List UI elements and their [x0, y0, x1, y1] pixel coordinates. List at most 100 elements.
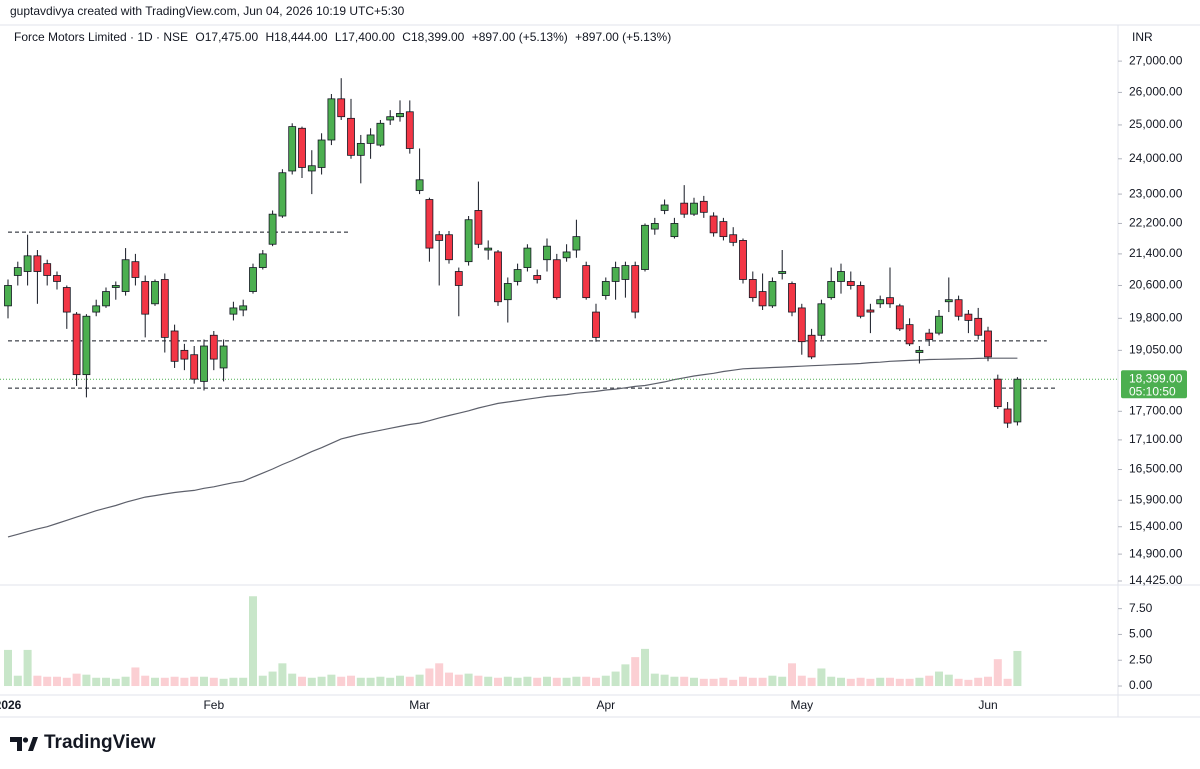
- candle-body: [258, 253, 267, 268]
- volume-bar: [327, 674, 336, 687]
- brand-logo: [10, 737, 38, 751]
- y-tick-label: 16,500.00: [1129, 462, 1183, 476]
- volume-bar: [905, 678, 914, 687]
- candle-body: [13, 267, 22, 276]
- volume-bar: [23, 649, 32, 687]
- ohlc-value: 18,399.00: [410, 30, 465, 44]
- candle-body: [170, 330, 179, 362]
- volume-bar: [53, 676, 61, 687]
- symbol-title: Force Motors Limited · 1D · NSE: [14, 30, 189, 44]
- volume-bar: [670, 676, 679, 687]
- candle-body: [993, 378, 1002, 408]
- brand[interactable]: TradingView: [44, 732, 156, 753]
- volume-bar: [347, 675, 355, 687]
- candle-body: [846, 281, 855, 286]
- volume-bar: [102, 677, 110, 687]
- candle-body: [905, 324, 914, 345]
- volume-bar: [513, 677, 522, 687]
- y-tick-label: 26,000.00: [1129, 85, 1183, 99]
- legend: Force Motors Limited · 1D · NSE O17,475.…: [14, 30, 675, 44]
- volume-bar: [895, 678, 904, 687]
- candle-body: [621, 265, 630, 280]
- volume-bar: [572, 676, 581, 687]
- volume-bar: [72, 673, 81, 687]
- volume-bar: [533, 677, 542, 687]
- volume-bar: [151, 677, 159, 687]
- volume-bar: [621, 664, 630, 687]
- candle-body: [817, 303, 826, 336]
- candle-body: [376, 122, 385, 146]
- currency[interactable]: INR: [1132, 30, 1153, 44]
- last-price-label: 18,399.00: [1129, 371, 1183, 385]
- volume-bar: [1013, 650, 1022, 687]
- volume-bar: [827, 676, 836, 687]
- candle-body: [454, 271, 463, 286]
- volume-bar: [709, 678, 718, 687]
- volume-bar: [494, 677, 502, 687]
- volume-bar: [464, 673, 473, 687]
- x-tick-label: May: [790, 698, 813, 712]
- volume-bar: [111, 678, 120, 687]
- y-tick-label: 22,200.00: [1129, 216, 1183, 230]
- volume-bar: [846, 678, 855, 687]
- candle-body: [925, 332, 934, 340]
- x-tick-label: Mar: [409, 698, 430, 712]
- ohlc-key: C: [402, 30, 411, 44]
- candle-body: [1013, 378, 1022, 423]
- volume-bar: [288, 673, 297, 687]
- y-tick-label: 14,425.00: [1129, 573, 1183, 587]
- candle-body: [111, 285, 120, 288]
- candle-body: [954, 299, 963, 317]
- candle-body: [533, 275, 542, 280]
- volume-bar: [660, 674, 669, 687]
- volume-bar: [592, 677, 600, 687]
- candle-body: [1003, 408, 1012, 424]
- candle-body: [53, 275, 61, 282]
- volume-bar: [278, 663, 287, 687]
- candle-body: [709, 215, 718, 234]
- candle-body: [347, 117, 355, 156]
- candle-body: [944, 299, 953, 303]
- plot-area: [0, 78, 1118, 687]
- candle-body: [503, 283, 512, 301]
- candle-body: [23, 255, 32, 272]
- volume-bar: [837, 677, 845, 687]
- x-tick-label: Jun: [978, 698, 997, 712]
- volume-bar: [543, 676, 551, 687]
- candle-body: [249, 267, 257, 292]
- candle-body: [445, 234, 453, 261]
- candle-body: [82, 315, 91, 376]
- candle-body: [72, 313, 81, 376]
- volume-bar: [307, 677, 316, 687]
- volume-bar: [396, 675, 404, 687]
- candle-body: [935, 315, 943, 334]
- volume-bar: [386, 677, 395, 687]
- x-tick-label: Apr: [596, 698, 615, 712]
- candle-body: [160, 279, 169, 338]
- volume-bar: [33, 675, 42, 687]
- candle-body: [405, 111, 414, 149]
- moving-average: [7, 357, 1018, 538]
- candle-body: [229, 307, 238, 315]
- volume-bar: [435, 663, 444, 687]
- volume-tick-label: 2.50: [1129, 652, 1153, 666]
- candle-body: [484, 247, 493, 251]
- volume-bar: [190, 676, 199, 687]
- volume-bar: [131, 667, 140, 687]
- attribution: guptavdivya created with TradingView.com…: [10, 4, 405, 18]
- volume-bar: [62, 677, 71, 687]
- volume-bar: [778, 676, 787, 687]
- volume-bar: [552, 677, 561, 687]
- candle-body: [611, 267, 620, 282]
- candle-body: [239, 305, 248, 311]
- volume-bar: [239, 677, 248, 687]
- candle-body: [631, 265, 640, 313]
- candle-body: [572, 236, 581, 251]
- volume-bar: [690, 677, 698, 687]
- candle-body: [758, 291, 767, 307]
- candle-body: [190, 354, 199, 380]
- volume-bar: [768, 675, 777, 687]
- candle-body: [337, 98, 346, 118]
- candle-body: [592, 311, 600, 338]
- candle-body: [415, 179, 424, 191]
